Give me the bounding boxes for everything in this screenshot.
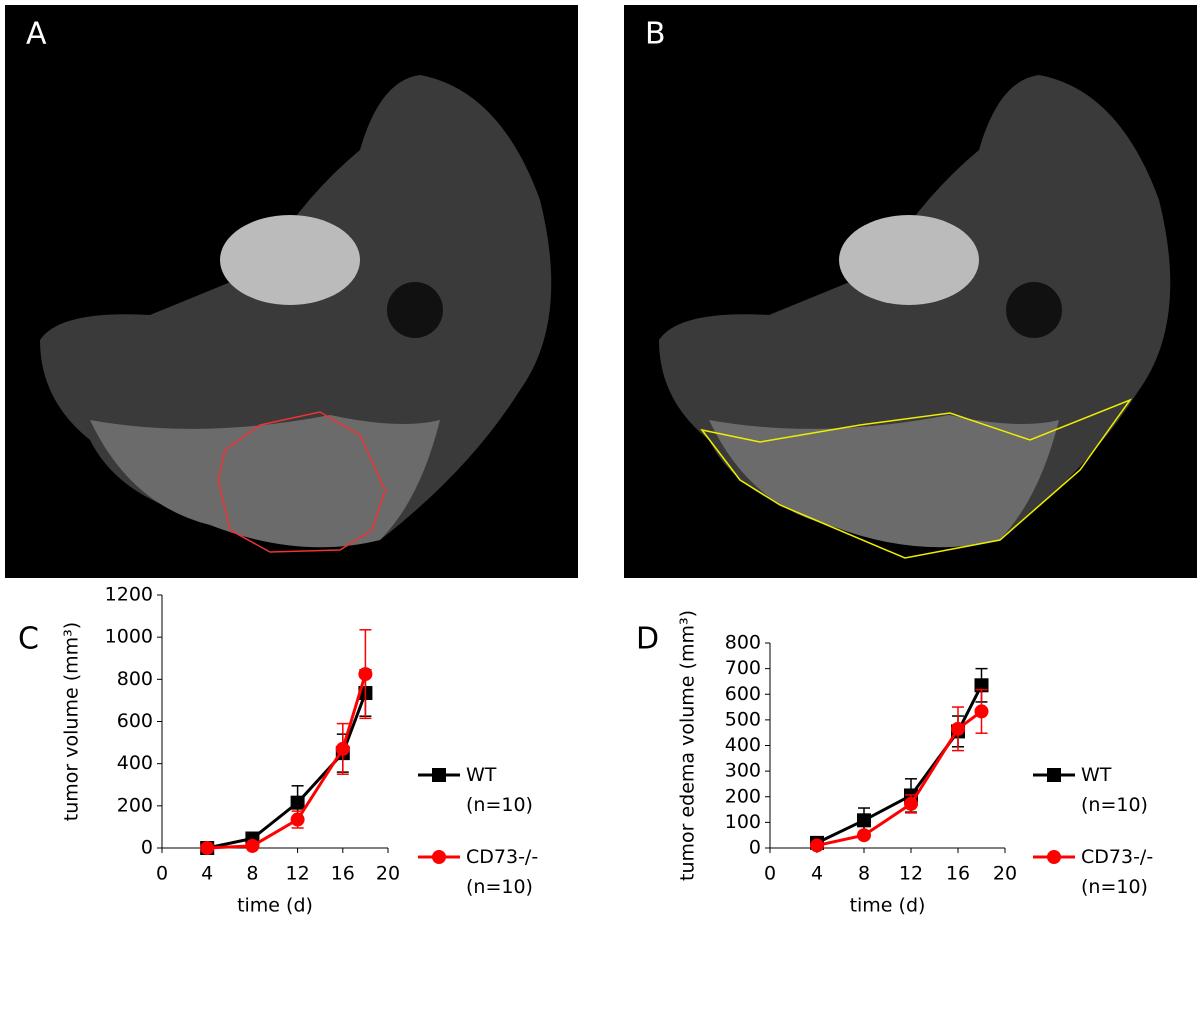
legend-label: CD73-/-(n=10)	[1081, 846, 1153, 898]
x-tick-label: 16	[331, 863, 355, 885]
x-tick-label: 0	[764, 863, 776, 885]
marker	[904, 796, 918, 811]
panel-label: C	[18, 622, 39, 657]
x-tick-label: 4	[201, 863, 213, 885]
marker	[951, 721, 965, 736]
mri-image-b	[624, 5, 1197, 578]
marker	[290, 812, 305, 827]
x-tick-label: 20	[993, 863, 1017, 885]
y-tick-label: 400	[117, 752, 153, 774]
panel-label: B	[645, 17, 666, 52]
marker	[335, 741, 350, 756]
x-tick-label: 8	[246, 863, 258, 885]
legend-label: WT (n=10)	[1081, 764, 1148, 816]
x-tick-label: 16	[946, 863, 970, 885]
legend-marker	[432, 850, 446, 864]
y-tick-label: 0	[141, 837, 153, 859]
y-tick-label: 1000	[105, 626, 153, 648]
series-line	[207, 673, 367, 850]
y-axis-label: tumor volume (mm³)	[61, 622, 83, 821]
x-tick-label: 0	[156, 863, 168, 885]
legend-label: WT (n=10)	[466, 764, 533, 816]
marker	[974, 678, 989, 693]
y-tick-label: 200	[117, 794, 153, 816]
x-tick-label: 20	[376, 863, 400, 885]
legend-marker	[1047, 850, 1061, 864]
y-tick-label: 800	[117, 668, 153, 690]
panel-label: D	[636, 622, 659, 657]
y-tick-label: 600	[117, 710, 153, 732]
legend-marker	[1047, 768, 1061, 782]
marker	[290, 795, 305, 810]
x-tick-label: 4	[811, 863, 823, 885]
y-tick-label: 300	[725, 760, 761, 782]
series-line	[816, 684, 983, 845]
marker	[857, 828, 871, 843]
y-axis-label: tumor edema volume (mm³)	[677, 610, 699, 881]
marker	[200, 841, 215, 855]
x-axis-label: time (d)	[237, 895, 313, 917]
y-tick-label: 700	[725, 657, 761, 679]
x-axis-label: time (d)	[850, 895, 926, 917]
x-tick-label: 12	[899, 863, 923, 885]
marker	[810, 838, 824, 853]
x-tick-label: 12	[286, 863, 310, 885]
marker	[358, 667, 373, 682]
x-tick-label: 8	[858, 863, 870, 885]
legend-label: CD73-/-(n=10)	[466, 846, 538, 898]
y-tick-label: 0	[749, 837, 761, 859]
legend-marker	[432, 768, 446, 782]
y-tick-label: 200	[725, 785, 761, 807]
y-tick-label: 800	[725, 632, 761, 654]
y-tick-label: 1200	[105, 584, 153, 606]
panel-label: A	[26, 17, 47, 52]
marker	[245, 838, 260, 853]
marker	[857, 813, 871, 828]
y-tick-label: 100	[725, 811, 761, 833]
y-tick-label: 600	[725, 683, 761, 705]
mri-image-a	[5, 5, 578, 578]
y-tick-label: 500	[725, 708, 761, 730]
y-tick-label: 400	[725, 734, 761, 756]
marker	[974, 704, 989, 719]
